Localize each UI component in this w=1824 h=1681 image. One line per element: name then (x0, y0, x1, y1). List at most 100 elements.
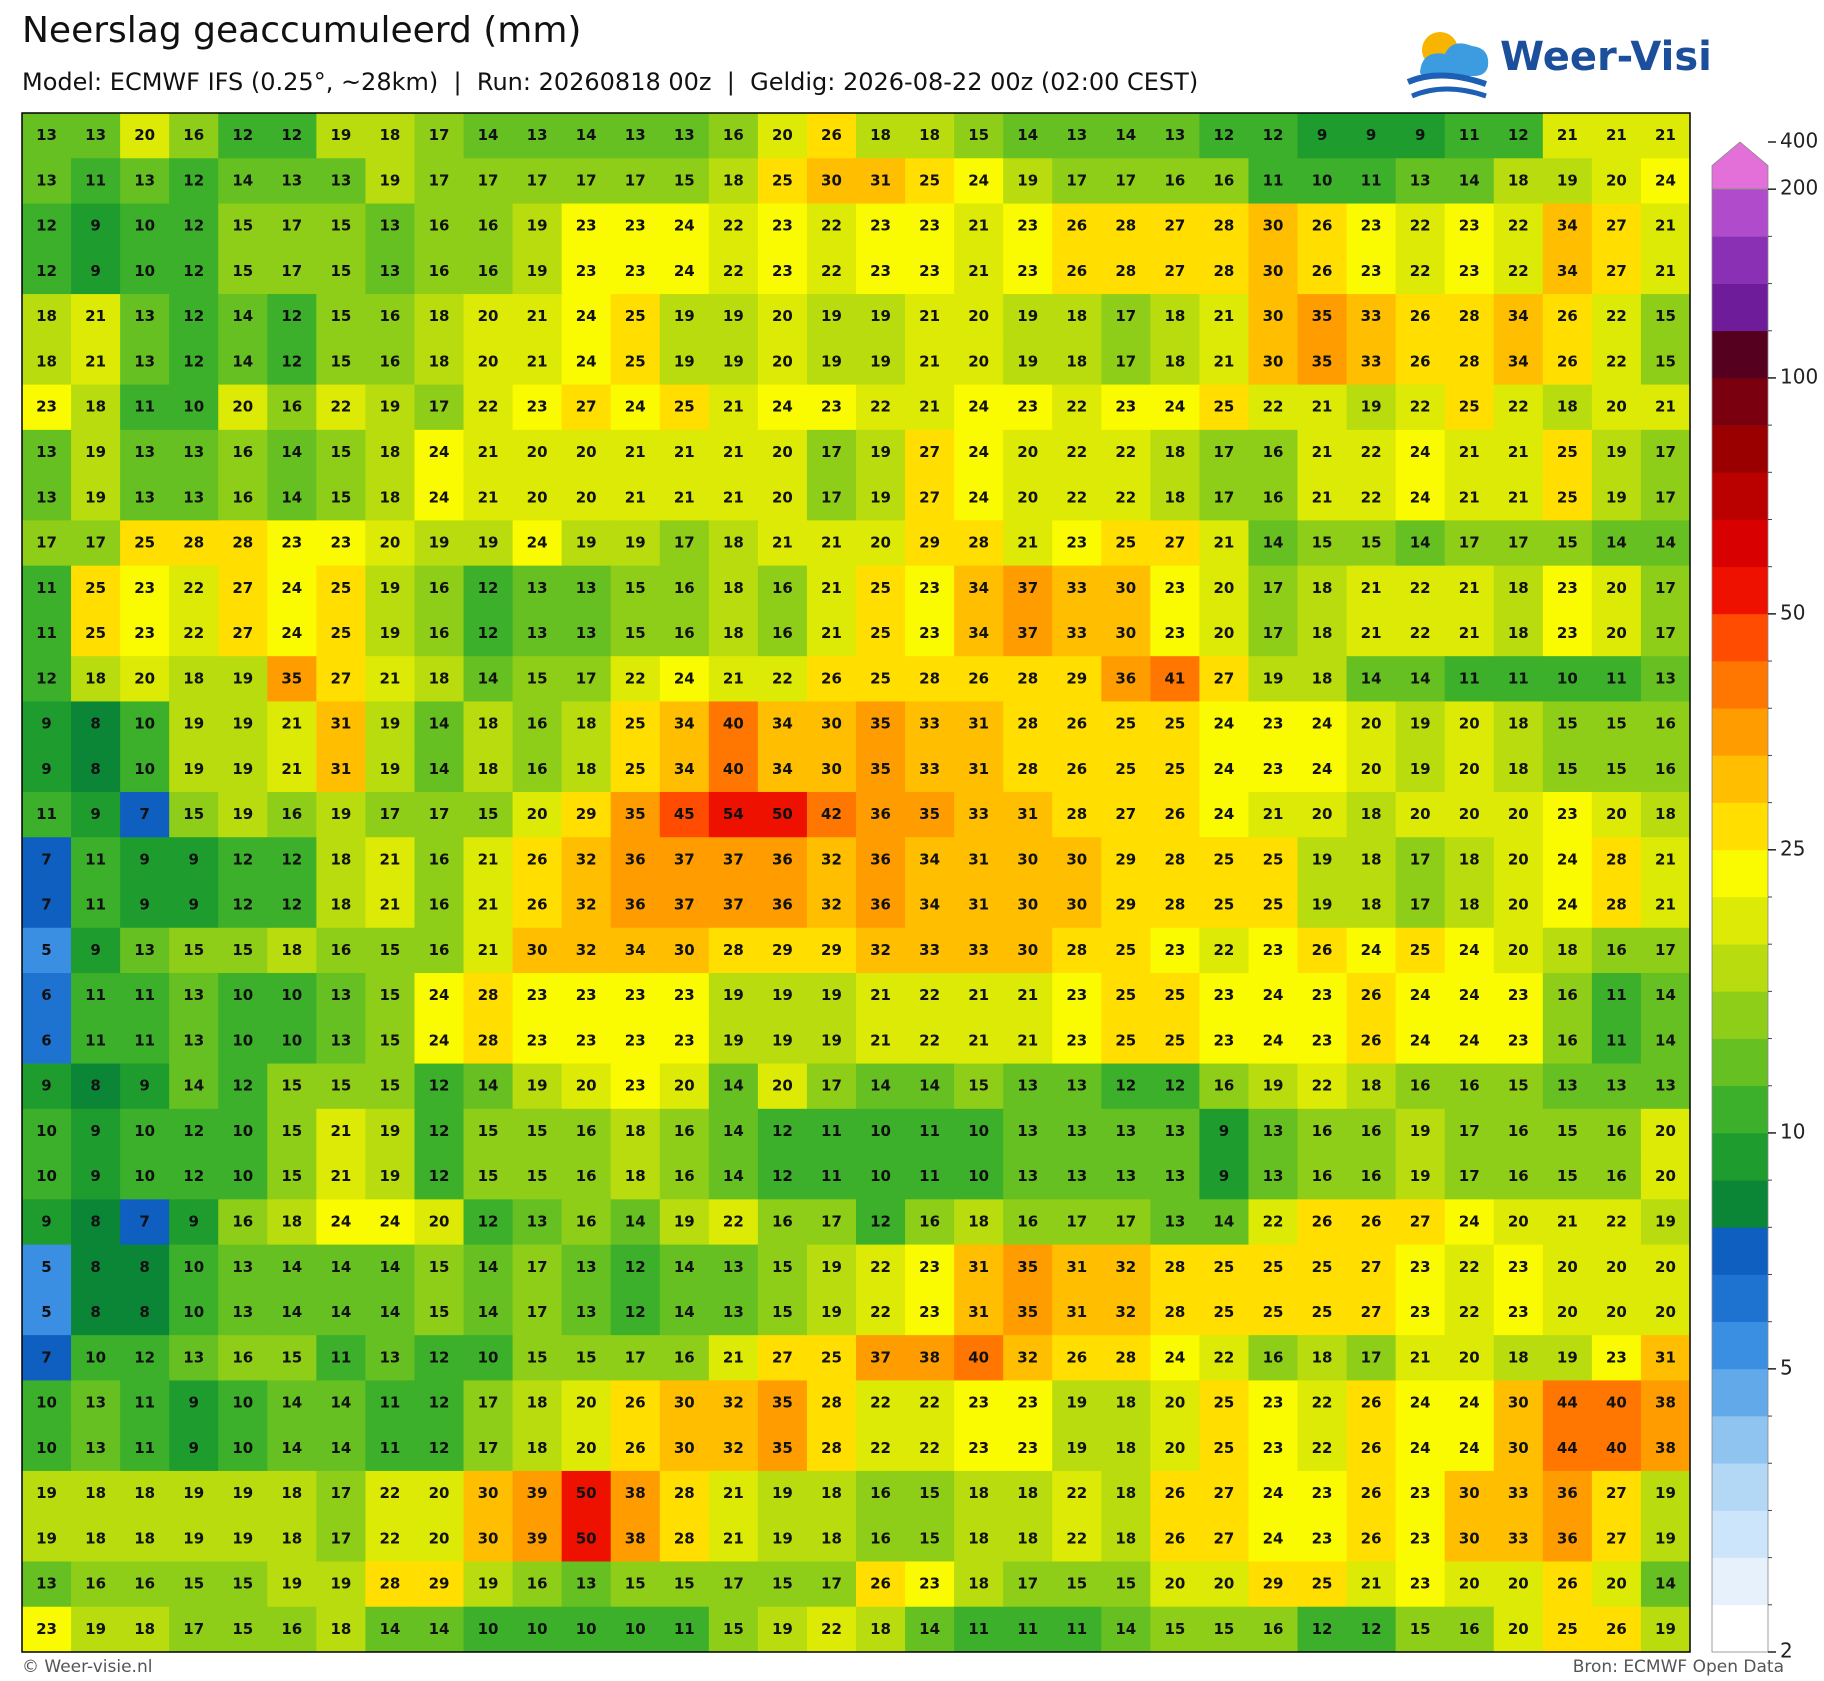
cell-value: 25 (1115, 760, 1136, 778)
cell-value: 24 (1263, 986, 1284, 1004)
colorbar-band (1712, 330, 1768, 379)
cell-value: 20 (134, 126, 155, 144)
cell (1297, 973, 1348, 1019)
colorbar-band (1712, 283, 1768, 332)
cell-value: 9 (139, 850, 149, 868)
cell (1003, 791, 1053, 838)
cell-value: 30 (1017, 896, 1038, 914)
cell-value: 9 (1219, 1122, 1229, 1140)
cell (1591, 1108, 1642, 1155)
cell-value: 24 (1410, 1394, 1431, 1412)
cell (1346, 1470, 1397, 1517)
cell-value: 22 (1410, 624, 1431, 642)
cell-value: 22 (1312, 1077, 1333, 1095)
cell-value: 12 (232, 850, 253, 868)
cell (1640, 882, 1691, 929)
cell-value: 21 (723, 488, 744, 506)
cell (1003, 1470, 1053, 1517)
cell (463, 1425, 514, 1472)
cell (1493, 1244, 1544, 1291)
cell (120, 1108, 170, 1155)
cell (561, 1108, 612, 1155)
cell (414, 384, 465, 431)
cell-value: 19 (1606, 443, 1627, 461)
cell (463, 1470, 514, 1517)
cell-value: 18 (134, 1484, 155, 1502)
cell-value: 16 (1164, 171, 1185, 189)
cell-value: 13 (1017, 1122, 1038, 1140)
cell-value: 36 (870, 850, 891, 868)
cell (1444, 339, 1495, 386)
cell-value: 18 (1459, 896, 1480, 914)
cell-value: 19 (478, 1575, 499, 1593)
cell (1493, 837, 1544, 883)
cell-value: 21 (1655, 217, 1676, 235)
colorbar-band (1712, 708, 1768, 756)
colorbar-band (1712, 519, 1768, 567)
cell (71, 429, 121, 476)
cell (512, 1425, 563, 1472)
cell (316, 791, 366, 838)
cell (1444, 429, 1495, 476)
cell (218, 384, 268, 431)
cell (905, 837, 955, 883)
cell (1101, 1516, 1151, 1562)
cell-value: 14 (1410, 669, 1431, 687)
cell-value: 32 (821, 850, 842, 868)
cell (1297, 701, 1348, 748)
cell-value: 35 (772, 1394, 793, 1412)
cell (1150, 520, 1200, 567)
cell-value: 30 (478, 1529, 499, 1547)
cell-value: 38 (1655, 1394, 1676, 1412)
cell (1542, 837, 1593, 883)
cell-value: 23 (772, 262, 793, 280)
cell (905, 656, 955, 702)
cell (954, 1561, 1004, 1608)
cell (71, 882, 121, 929)
cell-value: 21 (870, 986, 891, 1004)
cell-value: 23 (625, 986, 646, 1004)
cell-value: 6 (41, 986, 51, 1004)
cell-value: 10 (85, 1348, 106, 1366)
cell (1640, 248, 1691, 295)
cell-value: 24 (968, 171, 989, 189)
cell-value: 18 (968, 1212, 989, 1230)
cell (856, 113, 906, 159)
cell-value: 24 (1164, 1348, 1185, 1366)
cell-value: 18 (1508, 760, 1529, 778)
cell (218, 1606, 268, 1653)
cell (1052, 1018, 1102, 1065)
cell-value: 20 (576, 443, 597, 461)
cell-value: 16 (772, 624, 793, 642)
cell (1444, 1425, 1495, 1472)
cell-value: 17 (1655, 624, 1676, 642)
cell (1150, 203, 1200, 250)
cell-value: 12 (429, 1122, 450, 1140)
cell-value: 21 (1214, 534, 1235, 552)
cell-value: 31 (968, 1303, 989, 1321)
cell-value: 21 (1214, 352, 1235, 370)
cell (806, 610, 857, 657)
cell-value: 23 (1066, 534, 1087, 552)
cell-value: 13 (232, 1303, 253, 1321)
cell-value: 17 (281, 262, 302, 280)
cell (169, 1018, 219, 1065)
cell-value: 15 (380, 986, 401, 1004)
cell (1248, 1425, 1299, 1472)
cell (316, 158, 366, 205)
cell (561, 791, 612, 838)
cell-value: 35 (1312, 307, 1333, 325)
cell (1101, 1199, 1151, 1246)
cell (414, 248, 465, 295)
colorbar-band (1712, 1416, 1768, 1464)
cell (1542, 475, 1593, 521)
cell-value: 10 (968, 1167, 989, 1185)
cell (365, 1244, 415, 1291)
cell-value: 20 (772, 443, 793, 461)
cell-value: 23 (772, 217, 793, 235)
cell-value: 19 (723, 1031, 744, 1049)
cell-value: 11 (1459, 126, 1480, 144)
cell (1003, 1154, 1053, 1200)
cell (120, 791, 170, 838)
cell (856, 610, 906, 657)
